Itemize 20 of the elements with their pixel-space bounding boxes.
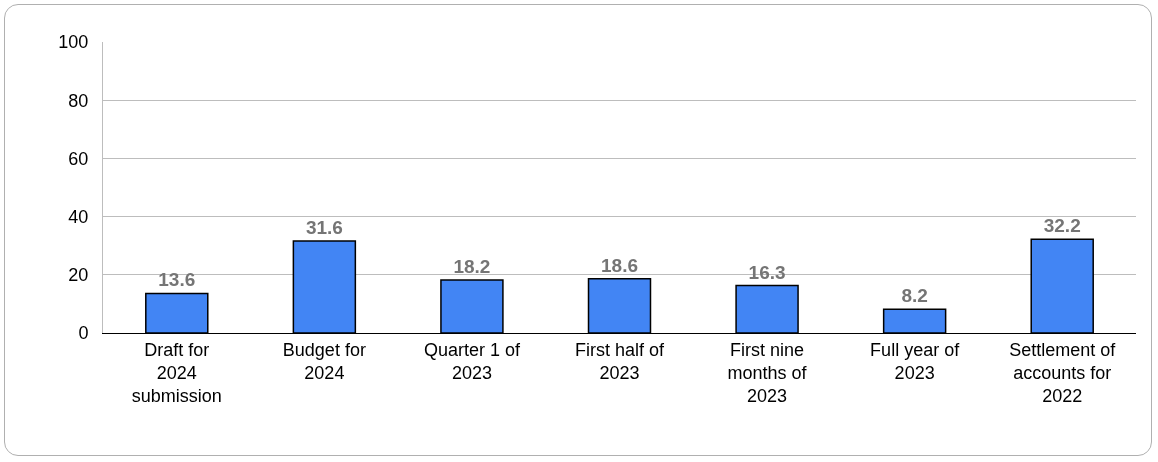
x-tick-label: First nine months of 2023 bbox=[727, 339, 808, 407]
data-label: 8.2 bbox=[901, 285, 928, 307]
y-tick-label: 20 bbox=[68, 265, 89, 286]
y-tick-label: 60 bbox=[68, 148, 89, 169]
data-label: 32.2 bbox=[1043, 215, 1081, 237]
x-tick-label: Quarter 1 of 2023 bbox=[423, 339, 521, 383]
y-tick-label: 40 bbox=[68, 206, 89, 227]
x-tick-label: Draft for 2024 submission bbox=[131, 339, 222, 407]
x-tick-label: Settlement of accounts for 2022 bbox=[1009, 339, 1117, 407]
x-tick-label: First half of 2023 bbox=[574, 339, 666, 383]
y-tick-label: 0 bbox=[78, 323, 89, 344]
data-label: 18.2 bbox=[453, 256, 491, 278]
x-tick-label: Full year of 2023 bbox=[870, 339, 961, 383]
x-tick-label: Budget for 2024 bbox=[282, 339, 366, 383]
data-label: 16.3 bbox=[748, 261, 786, 283]
data-label: 31.6 bbox=[305, 217, 343, 239]
data-label: 18.6 bbox=[601, 254, 638, 276]
y-tick-label: 80 bbox=[68, 90, 89, 111]
data-label: 13.6 bbox=[158, 269, 196, 291]
y-tick-label: 100 bbox=[58, 32, 89, 53]
